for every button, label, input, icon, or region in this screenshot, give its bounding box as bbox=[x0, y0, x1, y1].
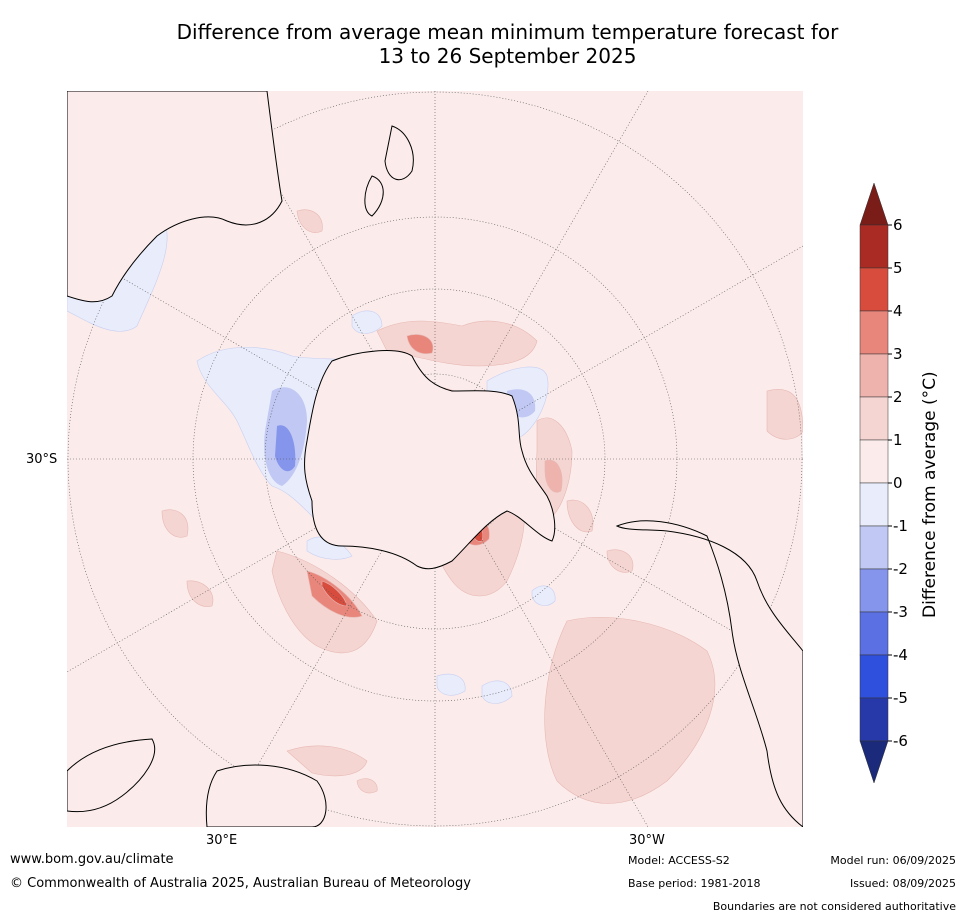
colorbar-tick-label: -3 bbox=[893, 603, 908, 621]
colorbar-level-5 bbox=[859, 396, 889, 441]
new-zealand-south bbox=[364, 175, 384, 217]
base-period-text: Base period: 1981-2018 bbox=[628, 877, 761, 890]
title-line-2: 13 to 26 September 2025 bbox=[378, 44, 637, 68]
colorbar-level-11 bbox=[859, 654, 889, 699]
warm-anomaly-bellingshausen-core bbox=[544, 459, 563, 493]
warm-anomaly-southern-ocean-west-peak bbox=[321, 580, 348, 607]
colorbar-level-3 bbox=[859, 310, 889, 355]
new-zealand-north bbox=[384, 125, 414, 181]
south-america-outline bbox=[615, 520, 803, 827]
warm-anomaly-small-5 bbox=[606, 549, 634, 573]
model-text: Model: ACCESS-S2 bbox=[628, 854, 730, 867]
meridian-30e bbox=[221, 91, 649, 827]
colorbar-label: Difference from average (°C) bbox=[920, 371, 940, 618]
colorbar-level-1 bbox=[859, 224, 889, 269]
colorbar-tick-label: -6 bbox=[893, 732, 908, 750]
warm-anomaly-south-atlantic bbox=[544, 616, 716, 804]
colorbar-swatches bbox=[859, 182, 889, 784]
disclaimer-text: Boundaries are not considered authoritat… bbox=[712, 900, 956, 913]
colorbar-tick-label: -1 bbox=[893, 517, 908, 535]
colorbar: 6 5 4 3 2 1 0 -1 -2 -3 -4 -5 -6 Difference from aver… bbox=[859, 182, 940, 784]
warm-anomaly-south-pacific bbox=[766, 389, 803, 440]
warm-anomaly-small-2 bbox=[186, 580, 214, 607]
warm-anomaly-small-3 bbox=[296, 209, 323, 233]
graticule bbox=[67, 91, 803, 827]
colorbar-level-13 bbox=[859, 740, 889, 784]
warm-anomaly-small-4 bbox=[566, 499, 594, 533]
meridian-60e bbox=[67, 245, 803, 673]
warm-anomaly-africa-east bbox=[286, 745, 368, 777]
latitude-label-30s: 30°S bbox=[26, 452, 58, 467]
warm-anomaly-ross-core bbox=[406, 334, 434, 354]
copyright-text: © Commonwealth of Australia 2025, Austra… bbox=[10, 876, 471, 891]
colorbar-level-7 bbox=[859, 482, 889, 527]
colorbar-level-0 bbox=[859, 182, 889, 226]
colorbar-tick-label: 6 bbox=[893, 216, 903, 234]
forecast-map bbox=[67, 91, 803, 827]
colorbar-tick-label: 5 bbox=[893, 259, 903, 277]
colorbar-ticks: 6 5 4 3 2 1 0 -1 -2 -3 -4 -5 -6 bbox=[888, 216, 908, 750]
longitude-label-30w: 30°W bbox=[629, 833, 665, 848]
meridian-30w bbox=[221, 91, 649, 827]
colorbar-tick-label: 0 bbox=[893, 474, 903, 492]
colorbar-level-4 bbox=[859, 353, 889, 398]
website-link[interactable]: www.bom.gov.au/climate bbox=[10, 852, 174, 867]
australia-outline bbox=[67, 91, 283, 303]
africa-outline bbox=[67, 738, 156, 813]
colorbar-level-6 bbox=[859, 439, 889, 484]
cold-anomaly-core-2 bbox=[275, 425, 296, 472]
meridian-60w bbox=[67, 245, 803, 673]
strong-below-average-areas bbox=[264, 387, 536, 486]
longitude-label-30e: 30°E bbox=[206, 833, 238, 848]
colorbar-level-12 bbox=[859, 697, 889, 742]
colorbar-tick-label: 1 bbox=[893, 431, 903, 449]
colorbar-tick-label: -5 bbox=[893, 689, 908, 707]
warm-anomaly-small-6 bbox=[356, 778, 378, 794]
cold-anomaly-small-2 bbox=[481, 680, 513, 704]
cold-anomaly-small-4 bbox=[531, 585, 556, 606]
colorbar-tick-label: 2 bbox=[893, 388, 903, 406]
warm-anomaly-small-1 bbox=[161, 509, 189, 538]
antarctica-outline bbox=[304, 350, 556, 570]
madagascar-outline bbox=[205, 764, 327, 827]
colorbar-level-8 bbox=[859, 525, 889, 570]
colorbar-tick-label: 3 bbox=[893, 345, 903, 363]
colorbar-tick-label: -2 bbox=[893, 560, 908, 578]
cold-anomaly-small-3 bbox=[436, 673, 466, 696]
model-run-text: Model run: 06/09/2025 bbox=[830, 854, 956, 867]
colorbar-level-2 bbox=[859, 267, 889, 312]
land-outlines bbox=[67, 91, 803, 827]
colorbar-level-9 bbox=[859, 568, 889, 613]
issued-text: Issued: 08/09/2025 bbox=[849, 877, 956, 890]
colorbar-level-10 bbox=[859, 611, 889, 656]
colorbar-tick-label: 4 bbox=[893, 302, 903, 320]
cold-anomaly-small-1 bbox=[351, 310, 383, 334]
warm-anomaly-ross-sea bbox=[376, 320, 538, 367]
colorbar-tick-label: -4 bbox=[893, 646, 908, 664]
title-line-1: Difference from average mean minimum tem… bbox=[176, 20, 839, 44]
chart-title: Difference from average mean minimum tem… bbox=[0, 20, 965, 68]
